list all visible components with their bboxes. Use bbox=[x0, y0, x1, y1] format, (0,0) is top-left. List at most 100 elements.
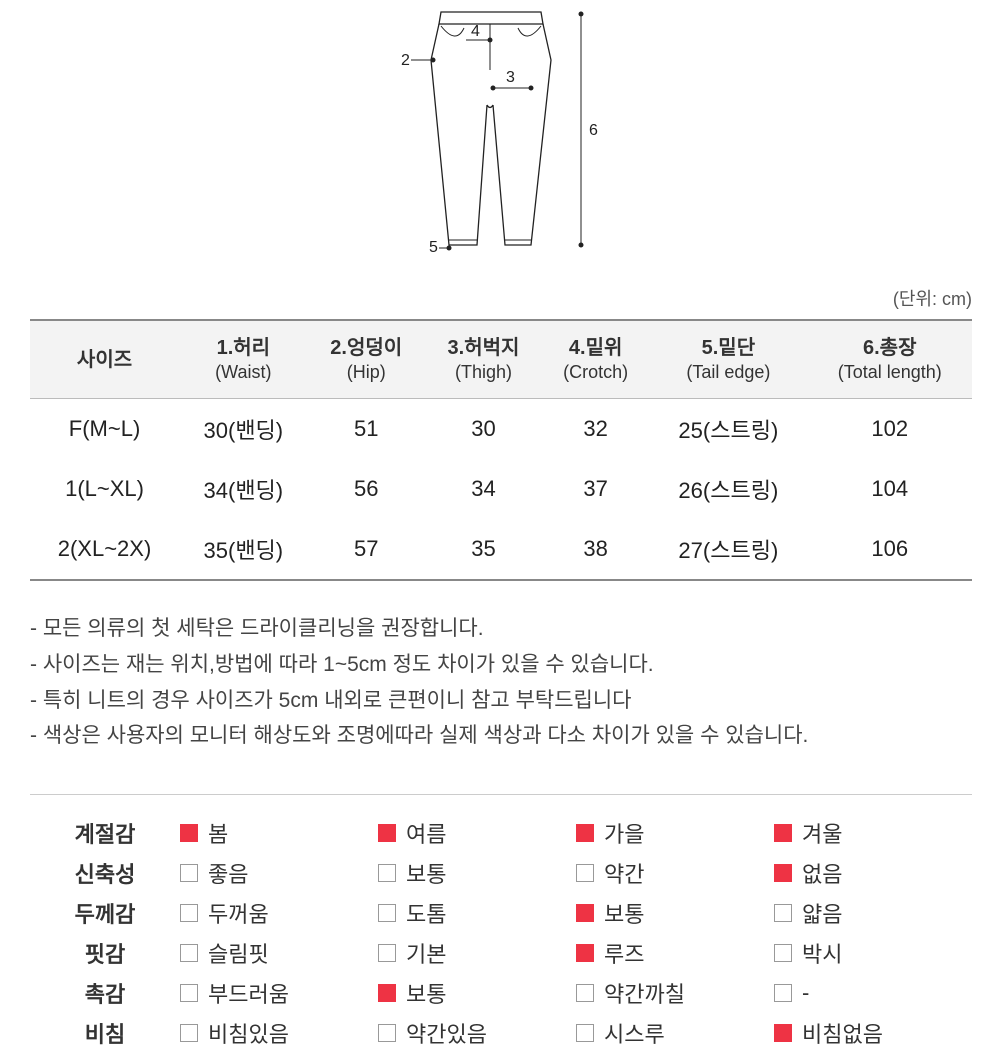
attribute-options: 부드러움 보통 약간까칠 - bbox=[180, 977, 972, 1009]
attribute-option: 약간까칠 bbox=[576, 977, 774, 1009]
checkbox-checked-icon bbox=[576, 824, 594, 842]
attribute-label: 비침 bbox=[30, 1017, 180, 1049]
attribute-options: 좋음 보통 약간 없음 bbox=[180, 857, 972, 889]
checkbox-unchecked-icon bbox=[180, 864, 198, 882]
checkbox-unchecked-icon bbox=[378, 864, 396, 882]
attribute-option-text: 얇음 bbox=[802, 897, 842, 929]
attribute-option-text: 루즈 bbox=[604, 937, 644, 969]
attribute-option-text: 비침없음 bbox=[802, 1017, 883, 1049]
checkbox-unchecked-icon bbox=[774, 904, 792, 922]
attribute-option: 슬림핏 bbox=[180, 937, 378, 969]
attribute-options: 슬림핏 기본 루즈 박시 bbox=[180, 937, 972, 969]
diagram-label-2: 2 bbox=[401, 52, 410, 69]
checkbox-unchecked-icon bbox=[774, 984, 792, 1002]
checkbox-checked-icon bbox=[576, 944, 594, 962]
attribute-option: 비침없음 bbox=[774, 1017, 972, 1049]
note-line: - 모든 의류의 첫 세탁은 드라이클리닝을 권장합니다. bbox=[30, 611, 972, 647]
note-line: - 색상은 사용자의 모니터 해상도와 조명에따라 실제 색상과 다소 차이가 … bbox=[30, 718, 972, 754]
attribute-row: 계절감 봄 여름가을겨울 bbox=[30, 813, 972, 853]
attribute-option-text: 보통 bbox=[406, 977, 446, 1009]
checkbox-unchecked-icon bbox=[378, 1024, 396, 1042]
pants-diagram: 2 4 3 5 6 bbox=[30, 10, 972, 270]
attribute-option: - bbox=[774, 977, 972, 1009]
checkbox-checked-icon bbox=[378, 824, 396, 842]
attributes-table: 계절감봄여름가을겨울신축성좋음보통약간없음두께감두꺼움도톰보통얇음핏감슬림핏기본… bbox=[30, 794, 972, 1053]
table-cell: 35 bbox=[425, 519, 542, 580]
table-cell: 37 bbox=[542, 459, 649, 519]
attribute-option-text: 봄 bbox=[208, 817, 228, 849]
checkbox-unchecked-icon bbox=[180, 1024, 198, 1042]
attribute-option-text: 좋음 bbox=[208, 857, 248, 889]
note-line: - 사이즈는 재는 위치,방법에 따라 1~5cm 정도 차이가 있을 수 있습… bbox=[30, 647, 972, 683]
table-cell: 32 bbox=[542, 399, 649, 460]
checkbox-unchecked-icon bbox=[576, 984, 594, 1002]
unit-label: (단위: cm) bbox=[30, 285, 972, 311]
table-cell: 56 bbox=[308, 459, 425, 519]
attribute-option-text: 박시 bbox=[802, 937, 842, 969]
checkbox-unchecked-icon bbox=[180, 944, 198, 962]
attribute-option: 가을 bbox=[576, 817, 774, 849]
table-cell: 2(XL~2X) bbox=[30, 519, 179, 580]
checkbox-unchecked-icon bbox=[576, 864, 594, 882]
size-header-thigh: 3.허벅지(Thigh) bbox=[425, 320, 542, 399]
checkbox-unchecked-icon bbox=[774, 944, 792, 962]
checkbox-checked-icon bbox=[180, 824, 198, 842]
checkbox-checked-icon bbox=[774, 824, 792, 842]
attribute-option-text: 보통 bbox=[604, 897, 644, 929]
attribute-option: 없음 bbox=[774, 857, 972, 889]
table-cell: 102 bbox=[807, 399, 972, 460]
attribute-option-text: 약간 bbox=[604, 857, 644, 889]
care-notes: - 모든 의류의 첫 세탁은 드라이클리닝을 권장합니다.- 사이즈는 재는 위… bbox=[30, 611, 972, 754]
attribute-option: 겨울 bbox=[774, 817, 972, 849]
attribute-option: 여름 bbox=[378, 817, 576, 849]
size-header-length: 6.총장(Total length) bbox=[807, 320, 972, 399]
attribute-option-text: 슬림핏 bbox=[208, 937, 269, 969]
attribute-option: 보통 bbox=[576, 897, 774, 929]
attribute-option: 부드러움 bbox=[180, 977, 378, 1009]
diagram-label-6: 6 bbox=[589, 122, 598, 139]
checkbox-checked-icon bbox=[576, 904, 594, 922]
attribute-label: 핏감 bbox=[30, 937, 180, 969]
diagram-label-5: 5 bbox=[429, 239, 438, 256]
attribute-option: 박시 bbox=[774, 937, 972, 969]
table-row: F(M~L)30(밴딩)51303225(스트링)102 bbox=[30, 399, 972, 460]
attribute-option: 봄 bbox=[180, 817, 378, 849]
table-row: 1(L~XL)34(밴딩)56343726(스트링)104 bbox=[30, 459, 972, 519]
table-cell: 1(L~XL) bbox=[30, 459, 179, 519]
attribute-label: 계절감 bbox=[30, 817, 180, 849]
table-cell: 51 bbox=[308, 399, 425, 460]
attribute-option-text: 약간까칠 bbox=[604, 977, 685, 1009]
checkbox-unchecked-icon bbox=[180, 984, 198, 1002]
table-cell: 106 bbox=[807, 519, 972, 580]
table-cell: 57 bbox=[308, 519, 425, 580]
attribute-options: 두꺼움 도톰 보통 얇음 bbox=[180, 897, 972, 929]
attribute-option-text: 비침있음 bbox=[208, 1017, 289, 1049]
note-line: - 특히 니트의 경우 사이즈가 5cm 내외로 큰편이니 참고 부탁드립니다 bbox=[30, 683, 972, 719]
attribute-option: 루즈 bbox=[576, 937, 774, 969]
table-cell: 34 bbox=[425, 459, 542, 519]
attribute-option: 비침있음 bbox=[180, 1017, 378, 1049]
attribute-option: 기본 bbox=[378, 937, 576, 969]
attribute-option: 좋음 bbox=[180, 857, 378, 889]
attribute-option-text: 약간있음 bbox=[406, 1017, 487, 1049]
table-cell: F(M~L) bbox=[30, 399, 179, 460]
attribute-option: 보통 bbox=[378, 857, 576, 889]
table-cell: 38 bbox=[542, 519, 649, 580]
attribute-row: 신축성좋음보통약간없음 bbox=[30, 853, 972, 893]
attribute-row: 핏감 슬림핏 기본 루즈 박시 bbox=[30, 933, 972, 973]
diagram-label-4: 4 bbox=[471, 23, 480, 40]
attribute-option: 보통 bbox=[378, 977, 576, 1009]
checkbox-checked-icon bbox=[774, 1024, 792, 1042]
attribute-option-text: 도톰 bbox=[406, 897, 446, 929]
attribute-option-text: 두꺼움 bbox=[208, 897, 269, 929]
attribute-label: 촉감 bbox=[30, 977, 180, 1009]
pants-svg: 2 4 3 5 6 bbox=[371, 10, 631, 270]
attribute-option-text: 없음 bbox=[802, 857, 842, 889]
size-table: 사이즈 1.허리(Waist) 2.엉덩이(Hip) 3.허벅지(Thigh) … bbox=[30, 319, 972, 581]
table-cell: 34(밴딩) bbox=[179, 459, 308, 519]
attribute-options: 봄 여름가을겨울 bbox=[180, 817, 972, 849]
attribute-row: 촉감부드러움 보통 약간까칠 - bbox=[30, 973, 972, 1013]
attribute-option: 도톰 bbox=[378, 897, 576, 929]
checkbox-unchecked-icon bbox=[180, 904, 198, 922]
attribute-option: 얇음 bbox=[774, 897, 972, 929]
